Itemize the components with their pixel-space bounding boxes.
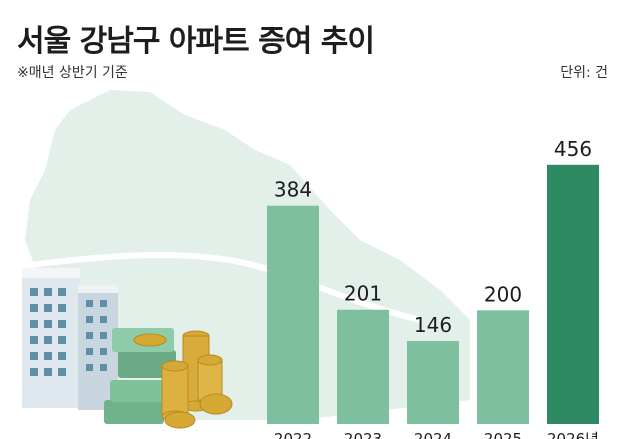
- unit-label: 단위: 건: [560, 65, 608, 81]
- bar-2023: [337, 309, 389, 424]
- x-tick-label-2026년: 2026년: [547, 430, 599, 439]
- bar-series: [267, 164, 599, 424]
- data-label-2026년: 456: [554, 137, 592, 161]
- x-tick-label-2024: 2024: [414, 430, 452, 439]
- bar-2024: [407, 341, 459, 424]
- data-label-2024: 146: [414, 313, 452, 337]
- x-axis-tick-labels: 2022 2023 2024 2025 2026년: [274, 430, 599, 439]
- x-tick-label-2022: 2022: [274, 430, 312, 439]
- chart-title: 서울 강남구 아파트 증여 추이: [17, 24, 375, 59]
- chart-subtitle: ※매년 상반기 기준: [17, 65, 128, 81]
- bar-2022: [267, 205, 319, 424]
- data-label-2023: 201: [344, 282, 382, 306]
- data-label-2025: 200: [484, 282, 522, 306]
- money-and-coins-illustration: [104, 328, 233, 429]
- data-label-2022: 384: [274, 178, 312, 202]
- x-tick-label-2025: 2025: [484, 430, 522, 439]
- bar-2026년: [547, 164, 599, 424]
- bar-2025: [477, 310, 529, 424]
- data-labels: 384 201 146 200 456: [274, 137, 592, 337]
- x-tick-label-2023: 2023: [344, 430, 382, 439]
- apartment-buildings-illustration: [22, 268, 118, 410]
